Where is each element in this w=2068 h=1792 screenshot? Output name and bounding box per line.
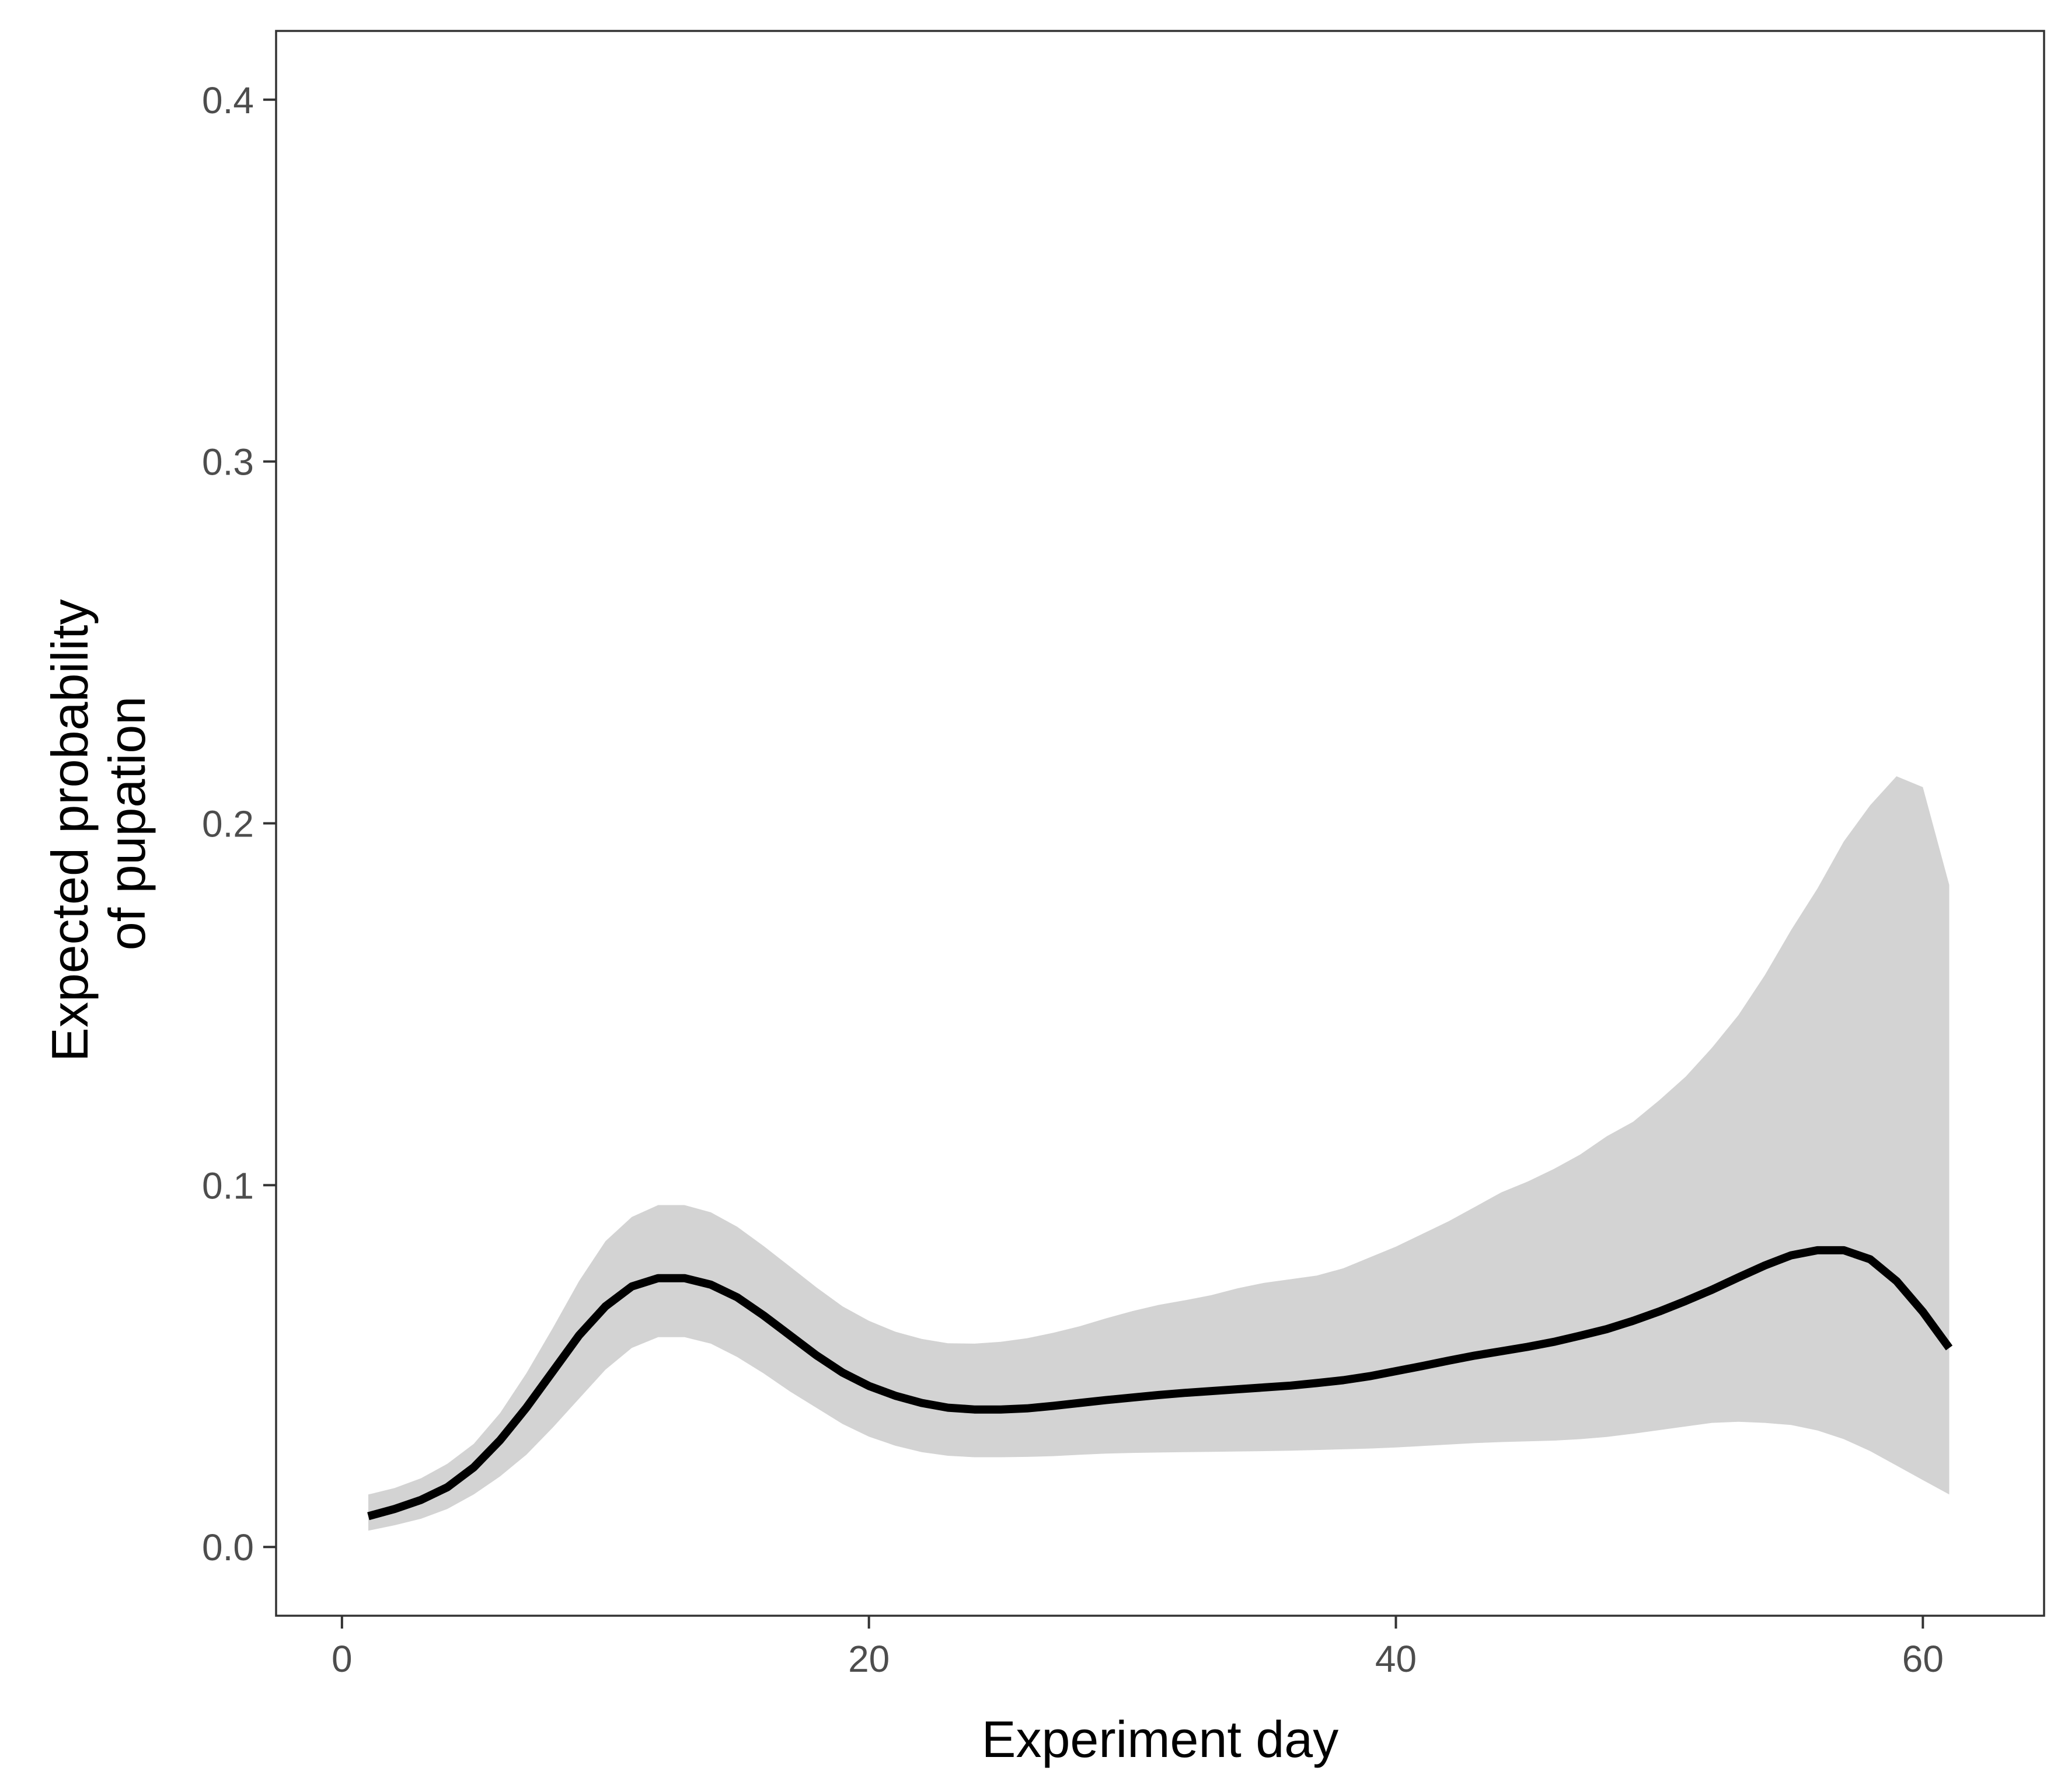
y-tick-label: 0.0 <box>202 1526 254 1568</box>
x-tick-label: 40 <box>1375 1638 1417 1680</box>
fitted-line <box>367 1246 1953 1521</box>
x-tick-label: 0 <box>332 1638 353 1680</box>
y-axis: 0.0 0.1 0.2 0.3 0.4 <box>202 79 276 1568</box>
y-tick-label: 0.4 <box>202 79 254 121</box>
x-axis: 0 20 40 60 <box>332 1616 1944 1680</box>
y-tick-label: 0.1 <box>202 1165 254 1207</box>
x-tick-label: 60 <box>1902 1638 1944 1680</box>
y-axis-title-line-1: Expected probability <box>41 599 99 1061</box>
y-axis-title: Expected probability of pupation <box>41 585 156 1062</box>
y-axis-title-line-2: of pupation <box>98 696 156 951</box>
x-tick-label: 20 <box>848 1638 890 1680</box>
y-tick-label: 0.2 <box>202 803 254 845</box>
x-axis-title: Experiment day <box>982 1710 1338 1768</box>
y-tick-label: 0.3 <box>202 441 254 483</box>
